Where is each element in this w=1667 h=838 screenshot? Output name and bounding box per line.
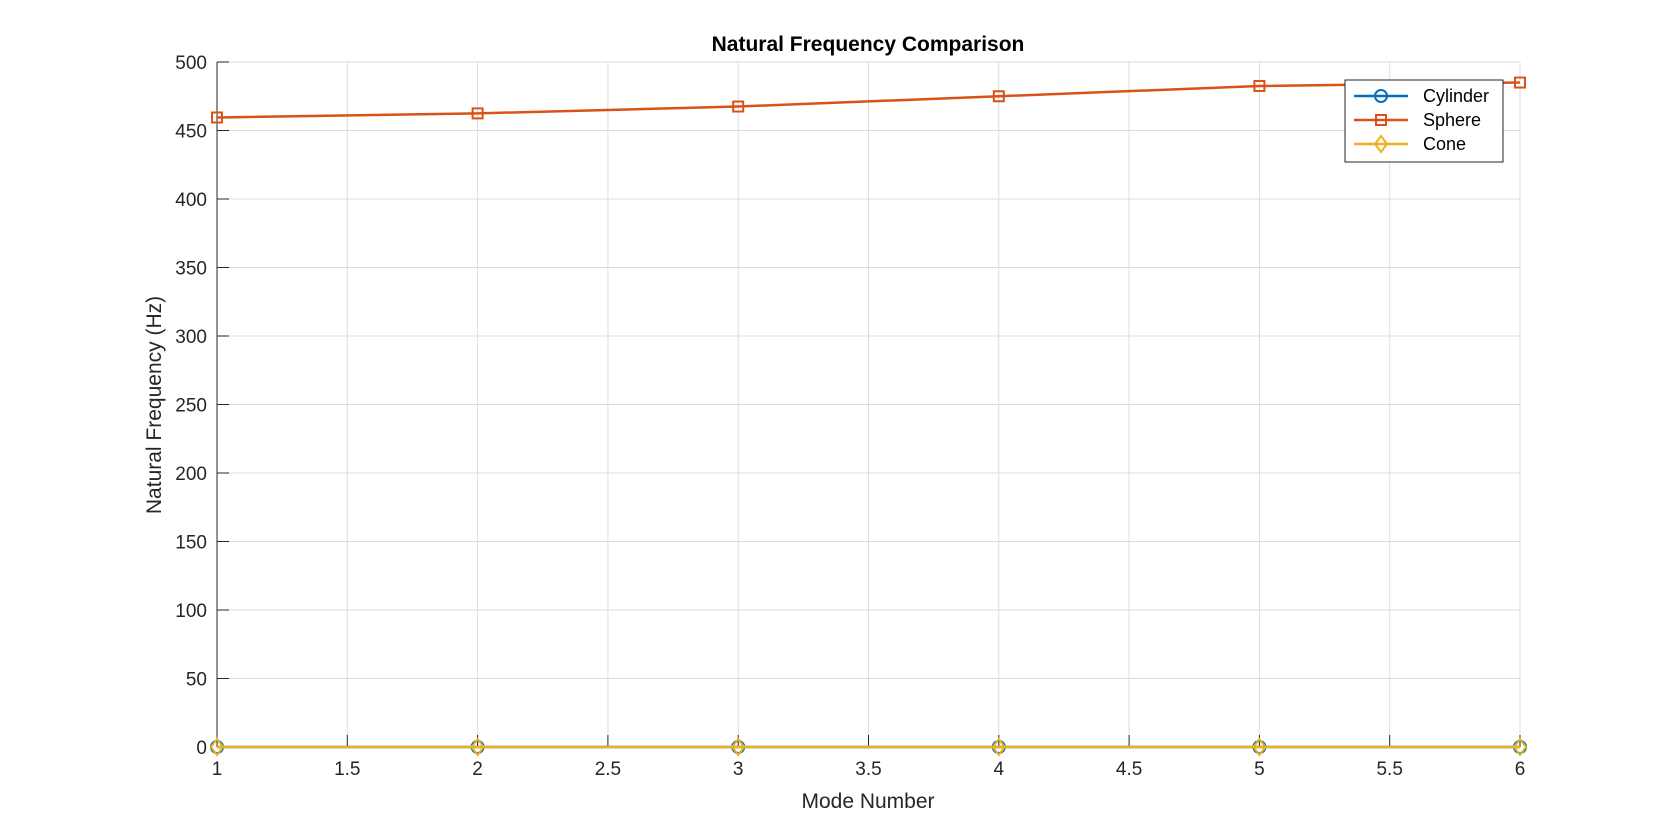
legend: Cylinder Sphere Cone — [1344, 79, 1504, 163]
chart-title: Natural Frequency Comparison — [712, 33, 1025, 56]
data-point-cone — [730, 737, 746, 757]
x-tick-label: 6 — [1515, 759, 1526, 780]
y-tick-label: 450 — [175, 122, 207, 143]
data-point-cone — [1252, 737, 1267, 757]
legend-label-cone: Cone — [1423, 134, 1466, 154]
y-tick-label: 500 — [175, 53, 207, 74]
y-tick-label: 400 — [175, 190, 207, 211]
y-axis-label: Natural Frequency (Hz) — [143, 296, 166, 514]
data-point-cone — [991, 737, 1007, 757]
data-point-cone — [1512, 737, 1528, 757]
x-tick-label: 4.5 — [1116, 759, 1142, 780]
x-tick-label: 1 — [212, 759, 223, 780]
legend-label-sphere: Sphere — [1423, 110, 1481, 130]
series-sphere — [211, 76, 1526, 124]
y-tick-label: 200 — [175, 464, 207, 485]
data-point-sphere — [471, 107, 484, 120]
data-point-sphere — [992, 90, 1005, 103]
tick-labels: 1 1.5 2 2.5 3 3.5 4 4.5 5 5.5 6 0 50 100 150 200 250 300 3… — [175, 53, 1525, 780]
x-tick-label: 3.5 — [855, 759, 881, 780]
data-point-sphere — [211, 111, 223, 124]
x-tick-label: 5 — [1254, 759, 1265, 780]
data-point-cone — [470, 737, 485, 757]
legend-marker-cone — [1373, 134, 1389, 154]
y-tick-label: 100 — [175, 601, 207, 622]
legend-marker-cylinder — [1374, 89, 1388, 103]
data-point-sphere — [1253, 79, 1266, 92]
x-tick-label: 3 — [733, 759, 744, 780]
x-tick-label: 2.5 — [595, 759, 621, 780]
x-tick-label: 5.5 — [1376, 759, 1402, 780]
y-tick-label: 150 — [175, 533, 207, 554]
data-point-sphere — [1514, 76, 1526, 89]
grid-lines — [216, 61, 1521, 748]
y-tick-label: 250 — [175, 396, 207, 417]
series-line-sphere — [216, 81, 1521, 119]
y-tick-label: 0 — [196, 738, 207, 759]
legend-marker-sphere — [1375, 114, 1387, 126]
x-tick-label: 1.5 — [334, 759, 360, 780]
x-tick-label: 4 — [994, 759, 1005, 780]
y-tick-label: 300 — [175, 327, 207, 348]
series-lines — [209, 76, 1528, 757]
x-axis-label: Mode Number — [801, 790, 934, 813]
legend-label-cylinder: Cylinder — [1423, 86, 1489, 106]
data-point-cone — [209, 737, 225, 757]
data-point-sphere — [732, 100, 745, 113]
y-tick-label: 350 — [175, 259, 207, 280]
series-cone — [209, 737, 1528, 757]
x-tick-label: 2 — [472, 759, 483, 780]
y-tick-label: 50 — [186, 670, 207, 691]
